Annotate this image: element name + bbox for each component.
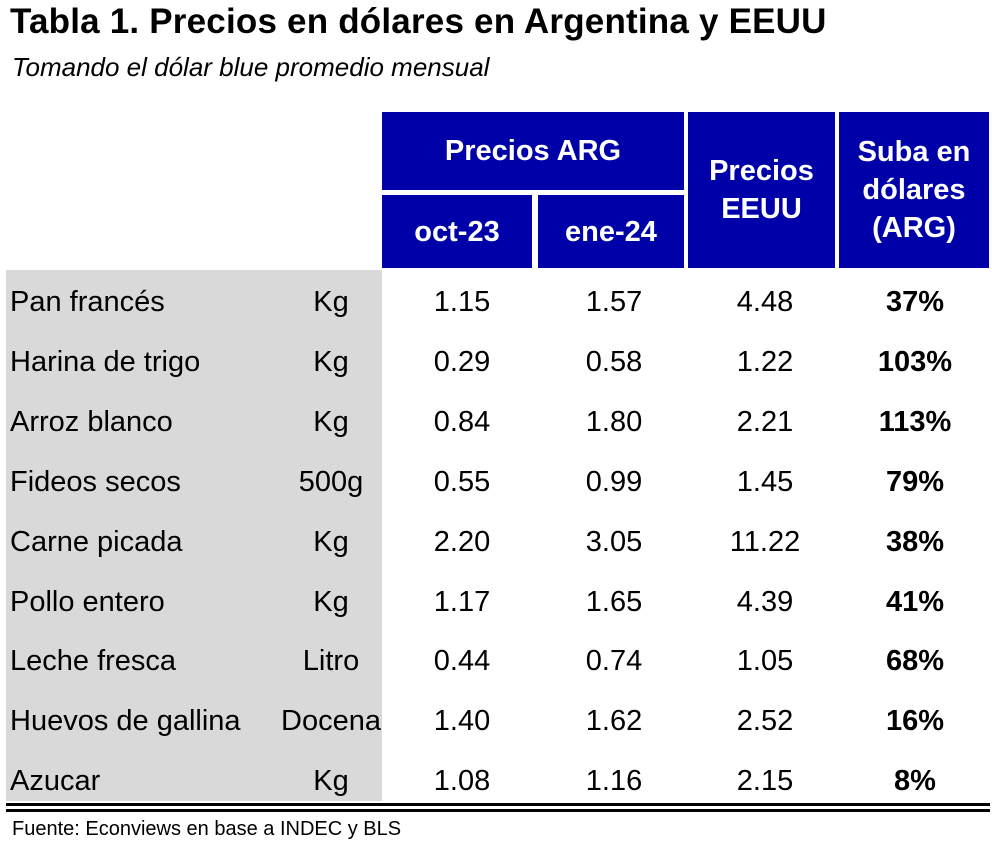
unit-cell: Docena xyxy=(281,705,381,737)
price-oct-23-cell: 1.17 xyxy=(433,586,491,618)
price-ene-24-cell: 1.80 xyxy=(585,406,643,438)
unit-cell: Kg xyxy=(313,586,349,618)
header-precios-arg-label: Precios ARG xyxy=(444,135,622,167)
header-suba-dolares: Suba en dólares (ARG) xyxy=(839,112,989,268)
header-suba-dolares-label: Suba en dólares (ARG) xyxy=(857,136,971,244)
price-ene-24-cell: 1.65 xyxy=(585,586,643,618)
price-oct-23-cell: 0.44 xyxy=(433,645,491,677)
product-name-cell: Harina de trigo xyxy=(10,346,201,378)
price-ene-24-cell: 0.74 xyxy=(585,645,643,677)
table-row: Pan francés Kg 1.15 1.57 4.48 37% xyxy=(6,272,990,332)
price-oct-23-cell: 1.40 xyxy=(433,705,491,737)
table-row: Pollo entero Kg 1.17 1.65 4.39 41% xyxy=(6,572,990,632)
table-row: Carne picada Kg 2.20 3.05 11.22 38% xyxy=(6,512,990,572)
unit-cell: Kg xyxy=(313,346,349,378)
header-oct-23-label: oct-23 xyxy=(414,215,500,248)
price-ene-24-cell: 0.58 xyxy=(585,346,643,378)
price-eeuu-cell: 2.21 xyxy=(736,406,794,438)
price-ene-24-cell: 1.16 xyxy=(585,765,643,797)
suba-pct-cell: 41% xyxy=(885,586,945,618)
unit-cell: Kg xyxy=(313,526,349,558)
price-oct-23-cell: 2.20 xyxy=(433,526,491,558)
price-eeuu-cell: 1.05 xyxy=(736,645,794,677)
header-ene-24-label: ene-24 xyxy=(565,215,657,248)
table-row: Harina de trigo Kg 0.29 0.58 1.22 103% xyxy=(6,332,990,392)
header-ene-24: ene-24 xyxy=(538,195,684,268)
price-eeuu-cell: 1.45 xyxy=(736,466,794,498)
product-name-cell: Carne picada xyxy=(10,526,183,558)
price-oct-23-cell: 1.08 xyxy=(433,765,491,797)
price-eeuu-cell: 4.39 xyxy=(736,586,794,618)
unit-cell: Litro xyxy=(302,645,360,677)
product-name-cell: Fideos secos xyxy=(10,466,181,498)
header-precios-eeuu-label: Precios EEUU xyxy=(709,155,814,225)
unit-cell: Kg xyxy=(313,286,349,318)
price-eeuu-cell: 11.22 xyxy=(729,526,801,558)
price-ene-24-cell: 3.05 xyxy=(585,526,643,558)
product-name-cell: Huevos de gallina xyxy=(10,705,241,737)
price-eeuu-cell: 1.22 xyxy=(736,346,794,378)
price-oct-23-cell: 0.29 xyxy=(433,346,491,378)
product-name-cell: Arroz blanco xyxy=(10,406,173,438)
product-name-cell: Pan francés xyxy=(10,286,165,318)
price-oct-23-cell: 0.84 xyxy=(433,406,491,438)
source-note: Fuente: Econviews en base a INDEC y BLS xyxy=(12,818,402,840)
header-oct-23: oct-23 xyxy=(382,195,532,268)
suba-pct-cell: 68% xyxy=(885,645,945,677)
table-row: Azucar Kg 1.08 1.16 2.15 8% xyxy=(6,751,990,811)
price-ene-24-cell: 0.99 xyxy=(585,466,643,498)
table-row: Arroz blanco Kg 0.84 1.80 2.21 113% xyxy=(6,392,990,452)
unit-cell: Kg xyxy=(313,765,349,797)
suba-pct-cell: 113% xyxy=(878,406,952,438)
bottom-rule-2 xyxy=(6,809,990,812)
price-ene-24-cell: 1.62 xyxy=(585,705,643,737)
price-oct-23-cell: 1.15 xyxy=(433,286,491,318)
row-labels-background xyxy=(6,270,382,801)
price-oct-23-cell: 0.55 xyxy=(433,466,491,498)
table-row: Fideos secos 500g 0.55 0.99 1.45 79% xyxy=(6,452,990,512)
suba-pct-cell: 16% xyxy=(885,705,945,737)
price-eeuu-cell: 2.15 xyxy=(736,765,794,797)
product-name-cell: Azucar xyxy=(10,765,101,797)
suba-pct-cell: 37% xyxy=(885,286,945,318)
suba-pct-cell: 103% xyxy=(877,346,953,378)
suba-pct-cell: 38% xyxy=(885,526,945,558)
product-name-cell: Leche fresca xyxy=(10,645,177,677)
header-precios-eeuu: Precios EEUU xyxy=(688,112,835,268)
header-precios-arg: Precios ARG xyxy=(382,112,684,190)
table-row: Huevos de gallina Docena 1.40 1.62 2.52 16% xyxy=(6,691,990,751)
suba-pct-cell: 8% xyxy=(894,765,936,797)
product-name-cell: Pollo entero xyxy=(10,586,165,618)
unit-cell: 500g xyxy=(298,466,364,498)
bottom-rule-1 xyxy=(6,803,990,806)
unit-cell: Kg xyxy=(313,406,349,438)
price-ene-24-cell: 1.57 xyxy=(585,286,643,318)
table-title: Tabla 1. Precios en dólares en Argentina… xyxy=(10,2,827,41)
price-eeuu-cell: 2.52 xyxy=(736,705,794,737)
table-subtitle: Tomando el dólar blue promedio mensual xyxy=(12,52,490,82)
price-eeuu-cell: 4.48 xyxy=(736,286,794,318)
suba-pct-cell: 79% xyxy=(885,466,945,498)
table-row: Leche fresca Litro 0.44 0.74 1.05 68% xyxy=(6,631,990,691)
